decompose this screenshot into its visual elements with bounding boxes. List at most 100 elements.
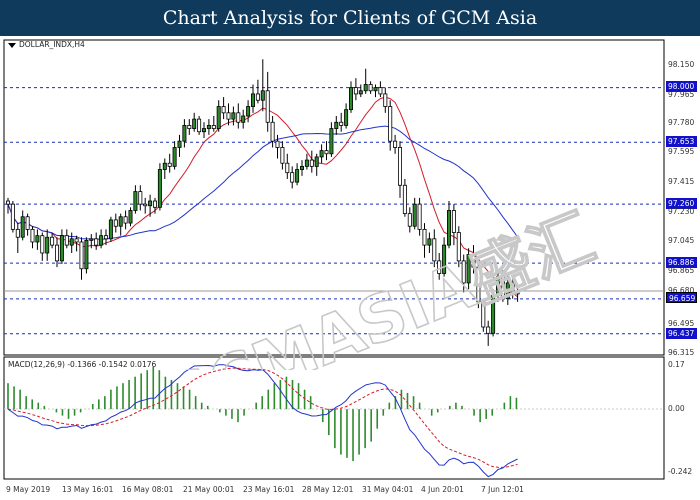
bearish-candle bbox=[339, 121, 344, 126]
bullish-candle bbox=[344, 109, 349, 126]
bullish-candle bbox=[192, 118, 197, 129]
bullish-candle bbox=[201, 128, 206, 133]
bullish-candle bbox=[412, 203, 417, 227]
price-tick: 96.680 bbox=[668, 286, 695, 295]
bearish-candle bbox=[500, 276, 505, 300]
price-panel-border bbox=[3, 39, 665, 356]
bearish-candle bbox=[152, 200, 157, 208]
bullish-candle bbox=[89, 238, 94, 241]
macd-scale-low: -0.242 bbox=[668, 467, 693, 476]
bullish-candle bbox=[246, 106, 251, 117]
bearish-candle bbox=[456, 232, 461, 262]
bearish-candle bbox=[353, 87, 358, 95]
bearish-candle bbox=[255, 93, 260, 101]
bearish-candle bbox=[265, 90, 270, 123]
bearish-candle bbox=[123, 216, 128, 224]
bullish-candle bbox=[148, 200, 153, 207]
price-tick: 96.315 bbox=[668, 348, 695, 357]
date-label: 7 Jun 12:01 bbox=[481, 485, 524, 494]
bullish-candle bbox=[446, 210, 451, 246]
price-tick: 97.965 bbox=[668, 90, 695, 99]
price-tick: 97.230 bbox=[668, 207, 695, 216]
bullish-candle bbox=[108, 219, 113, 240]
bearish-candle bbox=[471, 254, 476, 268]
price-level-tag: 96.886 bbox=[666, 257, 697, 268]
bearish-candle bbox=[407, 213, 412, 227]
bearish-candle bbox=[510, 282, 515, 293]
bearish-candle bbox=[226, 112, 231, 120]
bullish-candle bbox=[250, 93, 255, 107]
moving-average-slow-line bbox=[7, 125, 519, 240]
price-level-tag: 97.653 bbox=[666, 136, 697, 147]
bearish-candle bbox=[6, 200, 11, 205]
date-label: 21 May 00:01 bbox=[183, 485, 235, 494]
date-label: 23 May 16:01 bbox=[243, 485, 295, 494]
date-label: 9 May 2019 bbox=[6, 485, 51, 494]
bullish-candle bbox=[295, 169, 300, 183]
bullish-candle bbox=[157, 169, 162, 208]
bearish-candle bbox=[476, 266, 481, 303]
bullish-candle bbox=[241, 115, 246, 123]
bearish-candle bbox=[74, 238, 79, 243]
bullish-candle bbox=[172, 147, 177, 167]
bearish-candle bbox=[167, 162, 172, 167]
bullish-candle bbox=[358, 90, 363, 95]
bearish-candle bbox=[481, 301, 486, 328]
price-tick: 96.495 bbox=[668, 319, 695, 328]
date-label: 16 May 08:01 bbox=[122, 485, 174, 494]
bearish-candle bbox=[79, 241, 84, 270]
bearish-candle bbox=[55, 244, 60, 262]
bullish-candle bbox=[45, 236, 50, 254]
bearish-candle bbox=[309, 159, 314, 167]
bearish-candle bbox=[280, 147, 285, 164]
bearish-candle bbox=[104, 235, 109, 240]
bearish-candle bbox=[368, 84, 373, 92]
macd-scale-zero: 0.00 bbox=[668, 404, 685, 413]
bullish-candle bbox=[491, 295, 496, 334]
bearish-candle bbox=[486, 326, 491, 334]
bullish-candle bbox=[35, 235, 40, 243]
bullish-candle bbox=[466, 254, 471, 284]
price-level-tag: 97.260 bbox=[666, 198, 697, 209]
bullish-candle bbox=[99, 235, 104, 246]
dropdown-triangle-icon[interactable] bbox=[8, 42, 16, 48]
date-label: 4 Jun 20:01 bbox=[421, 485, 464, 494]
bearish-candle bbox=[461, 260, 466, 284]
macd-indicator bbox=[4, 364, 664, 478]
bullish-candle bbox=[334, 121, 339, 129]
bearish-candle bbox=[393, 140, 398, 148]
bullish-candle bbox=[299, 165, 304, 170]
bullish-candle bbox=[304, 159, 309, 167]
price-level-tag: 96.437 bbox=[666, 328, 697, 339]
bearish-candle bbox=[290, 172, 295, 183]
bearish-candle bbox=[197, 118, 202, 133]
bullish-candle bbox=[133, 191, 138, 211]
bearish-candle bbox=[10, 203, 15, 230]
date-label: 13 May 16:01 bbox=[62, 485, 114, 494]
macd-signal-line bbox=[7, 367, 518, 468]
bearish-candle bbox=[25, 216, 30, 230]
bearish-candle bbox=[275, 140, 280, 148]
macd-main-line bbox=[7, 364, 518, 478]
price-tick: 98.150 bbox=[668, 60, 695, 69]
price-tick: 97.045 bbox=[668, 236, 695, 245]
date-label: 31 May 04:01 bbox=[362, 485, 414, 494]
bullish-candle bbox=[20, 216, 25, 238]
bullish-candle bbox=[495, 276, 500, 296]
bearish-candle bbox=[451, 210, 456, 233]
bearish-candle bbox=[285, 162, 290, 174]
bullish-candle bbox=[373, 87, 378, 92]
macd-scale-high: 0.17 bbox=[668, 360, 685, 369]
bearish-candle bbox=[417, 203, 422, 230]
bearish-candle bbox=[30, 228, 35, 243]
price-tick: 97.780 bbox=[668, 118, 695, 127]
bearish-candle bbox=[64, 235, 69, 246]
price-levels bbox=[4, 87, 664, 335]
bullish-candle bbox=[348, 87, 353, 111]
symbol-label: DOLLAR_INDX,H4 bbox=[8, 40, 85, 49]
bearish-candle bbox=[422, 228, 427, 246]
bearish-candle bbox=[397, 147, 402, 186]
bearish-candle bbox=[211, 125, 216, 129]
bullish-candle bbox=[59, 235, 64, 262]
